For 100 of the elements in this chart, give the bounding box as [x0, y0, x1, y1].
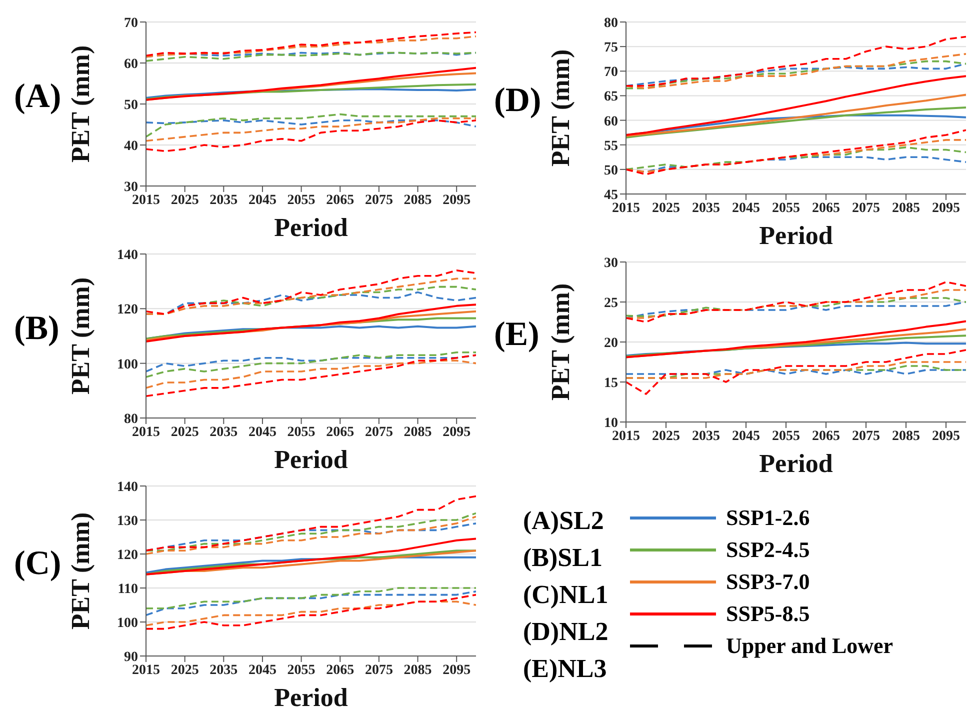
x-tick-label: 2095 — [932, 200, 960, 216]
x-axis-title: Period — [274, 213, 348, 242]
line-series — [626, 106, 966, 138]
line-series — [626, 281, 966, 323]
x-tick-label: 2045 — [248, 192, 276, 208]
x-tick-label: 2075 — [852, 200, 880, 216]
line-series — [626, 320, 966, 358]
line-series — [146, 590, 476, 616]
line-series — [626, 36, 966, 87]
line-series — [626, 94, 966, 138]
y-axis-title: PET (mm) — [66, 45, 96, 163]
x-tick-label: 2065 — [326, 424, 354, 440]
line-series — [146, 113, 476, 138]
y-tick-label: 60 — [124, 56, 138, 72]
line-series — [146, 600, 476, 626]
y-tick-label: 50 — [604, 163, 618, 178]
x-tick-label: 2055 — [772, 200, 800, 216]
y-tick-label: 40 — [124, 138, 138, 154]
x-tick-label: 2075 — [364, 662, 393, 678]
x-tick-label: 2065 — [326, 192, 354, 208]
x-tick-label: 2085 — [892, 200, 920, 216]
y-tick-label: 55 — [604, 138, 618, 154]
y-axis-title: PET (mm) — [546, 49, 576, 167]
x-tick-label: 2025 — [652, 200, 680, 216]
line-series — [146, 66, 476, 101]
y-tick-label: 90 — [124, 650, 138, 665]
y-tick-label: 140 — [117, 248, 138, 263]
text: (D)NL2 — [523, 616, 608, 648]
line-series — [146, 270, 476, 316]
line-series — [146, 360, 476, 389]
x-tick-label: 2085 — [892, 428, 920, 444]
text: (C)NL1 — [523, 579, 608, 611]
x-tick-label: 2015 — [132, 662, 160, 678]
x-tick-label: 2065 — [326, 662, 354, 678]
x-tick-label: 2055 — [772, 428, 800, 444]
x-tick-label: 2025 — [170, 424, 199, 440]
x-tick-label: 2055 — [287, 662, 316, 678]
text: (C) — [14, 544, 62, 584]
y-tick-label: 120 — [117, 548, 138, 563]
x-tick-label: 2035 — [210, 424, 238, 440]
line-series — [626, 349, 966, 395]
y-tick-label: 30 — [604, 256, 618, 271]
legend-label: Upper and Lower — [726, 633, 894, 659]
y-tick-label: 80 — [124, 412, 138, 427]
y-tick-label: 10 — [604, 416, 618, 431]
y-tick-label: 60 — [604, 114, 618, 130]
line-series — [146, 352, 476, 378]
line-series — [146, 120, 476, 152]
x-tick-label: 2095 — [442, 192, 471, 208]
y-tick-label: 100 — [117, 616, 138, 631]
x-axis-title: Period — [274, 445, 348, 474]
line-series — [626, 75, 966, 136]
text: (B) — [14, 308, 60, 348]
line-series — [146, 304, 476, 342]
legend-label: SSP3-7.0 — [726, 569, 810, 595]
x-tick-label: 2065 — [812, 200, 840, 216]
x-tick-label: 2095 — [442, 662, 471, 678]
x-tick-label: 2015 — [612, 200, 640, 216]
text: (E) — [494, 314, 540, 354]
x-tick-label: 2055 — [287, 424, 316, 440]
x-axis-title: Period — [759, 221, 834, 250]
legend-label: SSP5-8.5 — [726, 601, 810, 627]
y-tick-label: 70 — [604, 65, 618, 80]
y-tick-label: 65 — [604, 90, 618, 105]
y-axis-title: PET (mm) — [546, 283, 576, 401]
x-tick-label: 2015 — [132, 192, 160, 208]
x-tick-label: 2085 — [404, 424, 432, 440]
text: (A) — [14, 76, 62, 116]
line-series — [146, 117, 476, 142]
x-axis-title: Period — [274, 683, 348, 712]
x-tick-label: 2045 — [732, 428, 760, 444]
x-tick-label: 2025 — [652, 428, 680, 444]
y-axis-title: PET (mm) — [66, 277, 96, 395]
x-tick-label: 2045 — [248, 662, 276, 678]
x-tick-label: 2055 — [287, 192, 316, 208]
line-series — [146, 52, 476, 62]
line-series — [146, 120, 476, 128]
x-tick-label: 2045 — [732, 200, 760, 216]
x-tick-label: 2035 — [692, 428, 720, 444]
x-tick-label: 2095 — [932, 428, 960, 444]
y-tick-label: 50 — [124, 98, 138, 113]
x-tick-label: 2075 — [364, 192, 393, 208]
x-tick-label: 2035 — [692, 200, 720, 216]
y-tick-label: 75 — [604, 40, 618, 56]
line-series — [146, 83, 476, 100]
line-series — [626, 139, 966, 173]
x-tick-label: 2025 — [170, 192, 199, 208]
line-series — [626, 289, 966, 319]
line-series — [146, 35, 476, 58]
text: (B)SL1 — [523, 542, 604, 574]
y-tick-label: 110 — [118, 582, 138, 597]
line-series — [146, 594, 476, 630]
legend-label: SSP2-4.5 — [726, 537, 810, 563]
line-series — [146, 31, 476, 57]
y-axis-title: PET (mm) — [66, 512, 96, 630]
line-series — [146, 354, 476, 398]
x-tick-label: 2075 — [852, 428, 880, 444]
line-series — [146, 278, 476, 316]
line-series — [146, 538, 476, 576]
line-series — [626, 334, 966, 358]
